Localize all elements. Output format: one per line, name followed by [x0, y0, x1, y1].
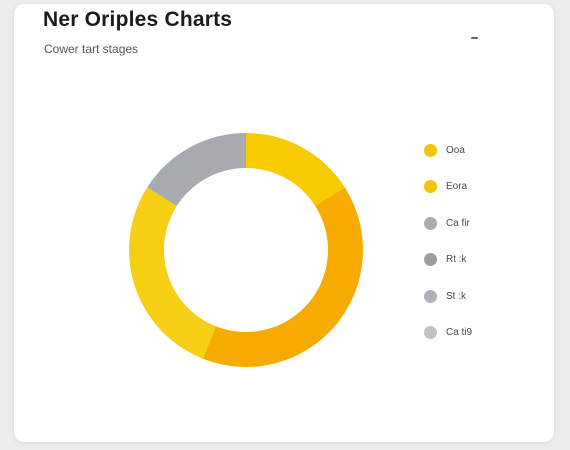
chart-subtitle: Cower tart stages	[44, 42, 139, 56]
chart-title: Ner Oriples Charts	[43, 8, 233, 31]
legend-swatch	[424, 326, 437, 339]
donut-slice-4[interactable]	[147, 133, 246, 207]
legend-label: Eora	[446, 181, 468, 192]
legend-item[interactable]: Rt :k	[424, 250, 467, 270]
legend-item[interactable]: Ca ti9	[424, 323, 472, 343]
legend-item[interactable]: St :k	[424, 286, 466, 306]
chart-menu-button[interactable]	[462, 28, 486, 48]
legend-label: Ooa	[446, 144, 465, 156]
donut-slice-2[interactable]	[202, 187, 364, 368]
legend-label: St :k	[446, 290, 467, 302]
legend-swatch	[424, 216, 437, 230]
donut-slice-1[interactable]	[246, 133, 345, 207]
donut-slice-3[interactable]	[128, 187, 216, 359]
minus-icon	[470, 37, 478, 39]
legend-swatch	[424, 253, 437, 266]
chart-card	[14, 4, 554, 442]
legend-item[interactable]: Ooa	[424, 140, 465, 160]
legend-label: Ca ti9	[446, 327, 473, 338]
legend-item[interactable]: Ca fir	[424, 213, 470, 233]
legend-swatch	[424, 143, 437, 157]
legend-swatch	[424, 289, 437, 303]
legend-item[interactable]: Eora	[424, 177, 467, 197]
legend-label: Ca fir	[446, 217, 470, 229]
legend-label: Rt :k	[446, 254, 467, 265]
legend-swatch	[424, 180, 437, 193]
